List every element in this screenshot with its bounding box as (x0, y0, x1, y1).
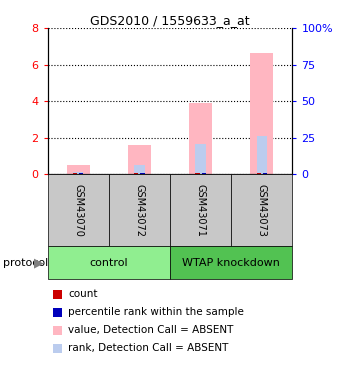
Bar (170, 246, 292, 279)
Bar (134, 173, 138, 174)
Bar (48, 174, 109, 246)
Bar (195, 144, 206, 174)
Bar (257, 173, 261, 174)
Text: GSM43070: GSM43070 (73, 184, 83, 237)
Bar (202, 173, 206, 174)
Text: GSM43073: GSM43073 (257, 184, 267, 237)
Bar (109, 174, 170, 246)
Text: count: count (68, 290, 98, 299)
Title: GDS2010 / 1559633_a_at: GDS2010 / 1559633_a_at (90, 14, 250, 27)
Bar (48, 246, 170, 279)
Text: WTAP knockdown: WTAP knockdown (182, 258, 280, 267)
Text: protocol: protocol (3, 258, 49, 267)
Bar (231, 174, 292, 246)
Text: value, Detection Call = ABSENT: value, Detection Call = ABSENT (68, 326, 233, 335)
Bar (189, 103, 212, 174)
Bar (134, 165, 144, 174)
Bar (73, 172, 83, 174)
Bar (263, 173, 267, 174)
Bar (140, 173, 144, 174)
Text: GSM43072: GSM43072 (134, 183, 144, 237)
Bar (195, 173, 200, 174)
Bar (128, 145, 151, 174)
Text: percentile rank within the sample: percentile rank within the sample (68, 308, 244, 317)
Bar (79, 173, 83, 174)
Bar (67, 165, 90, 174)
Text: control: control (89, 258, 128, 267)
Text: rank, Detection Call = ABSENT: rank, Detection Call = ABSENT (68, 344, 228, 353)
Bar (73, 173, 77, 174)
Bar (257, 136, 267, 174)
Bar (250, 53, 273, 174)
Bar (170, 174, 231, 246)
Text: GSM43071: GSM43071 (195, 184, 206, 237)
Text: ▶: ▶ (34, 256, 44, 269)
